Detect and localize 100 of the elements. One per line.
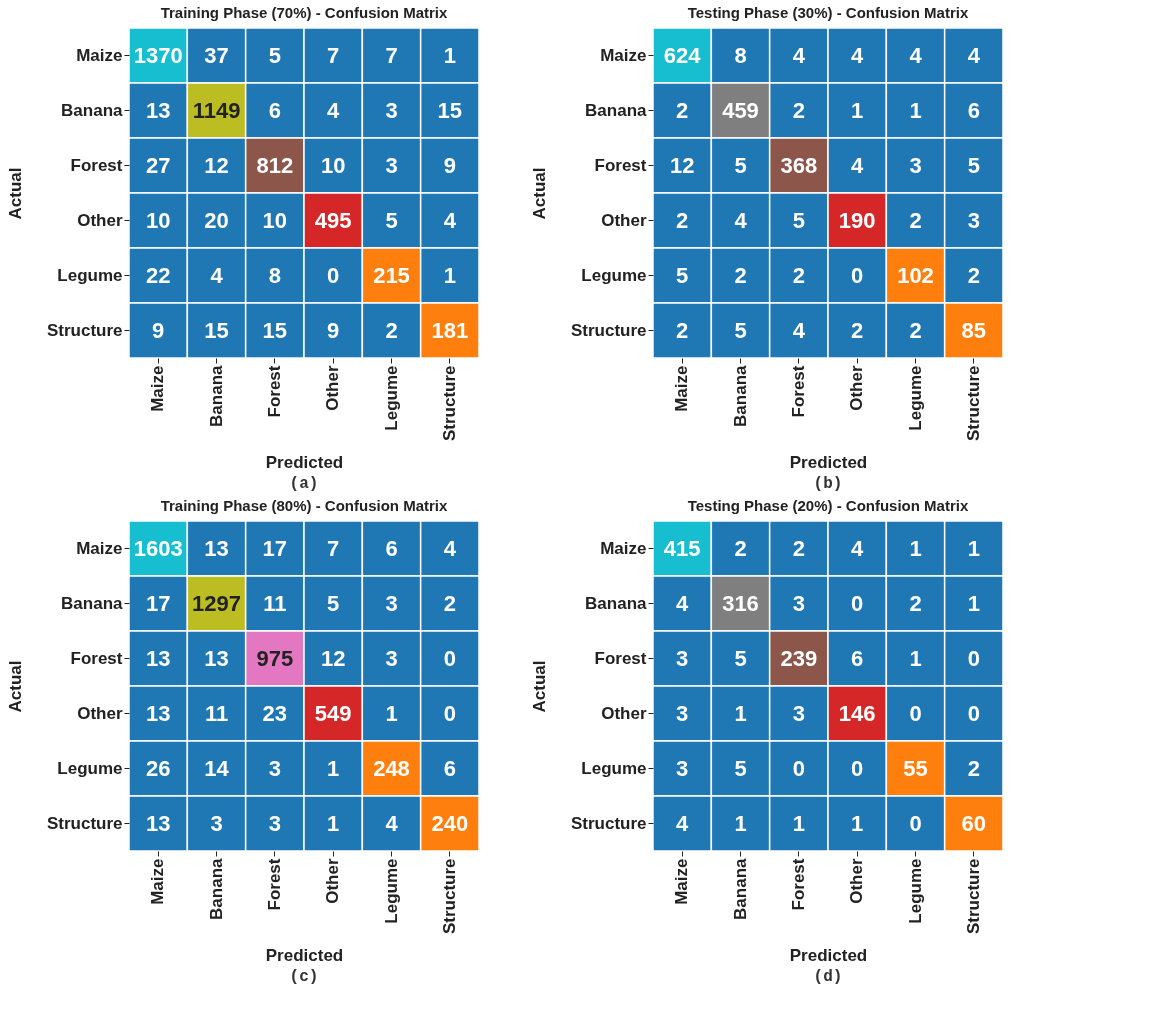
- data-label: 1: [327, 755, 340, 781]
- data-label: 13: [145, 645, 171, 671]
- data-label: 368: [780, 152, 818, 178]
- data-label: 5: [385, 207, 398, 233]
- data-label: 17: [145, 590, 171, 616]
- data-label: 85: [961, 317, 987, 343]
- data-label: 102: [897, 262, 934, 288]
- chart-title: Testing Phase (20%) - Confusion Matrix: [687, 497, 969, 515]
- x-tick-label: Legume: [905, 858, 925, 924]
- x-axis-title: Predicted: [789, 453, 868, 473]
- x-tick-label: Legume: [381, 858, 401, 924]
- data-label: 1603: [133, 535, 183, 561]
- data-label: 495: [314, 207, 352, 233]
- data-label: 23: [262, 700, 288, 726]
- data-label: 4: [676, 810, 690, 836]
- data-label: 4: [792, 317, 806, 343]
- data-label: 5: [734, 645, 747, 671]
- y-tick-label: Structure: [570, 320, 647, 340]
- data-label: 5: [967, 152, 980, 178]
- data-label: 5: [734, 755, 747, 781]
- x-tick-label: Structure: [963, 858, 983, 935]
- data-label: 1: [385, 700, 398, 726]
- data-label: 3: [385, 645, 398, 671]
- y-tick-label: Maize: [76, 45, 123, 65]
- y-tick-label: Other: [77, 703, 123, 723]
- y-tick-label: Banana: [585, 100, 648, 120]
- data-label: 3: [676, 755, 689, 781]
- data-label: 1: [443, 262, 456, 288]
- data-label: 13: [145, 700, 171, 726]
- data-label: 4: [385, 810, 399, 836]
- data-label: 7: [327, 535, 340, 561]
- text: (b): [813, 475, 843, 493]
- data-label: 15: [437, 97, 463, 123]
- data-label: 3: [385, 152, 398, 178]
- data-label: 2: [909, 207, 922, 233]
- data-label: 27: [145, 152, 171, 178]
- data-label: 459: [722, 97, 759, 123]
- data-label: 0: [851, 755, 864, 781]
- data-label: 5: [268, 42, 281, 68]
- data-label: 13: [204, 645, 229, 671]
- data-label: 10: [262, 207, 288, 233]
- x-tick-label: Banana: [206, 857, 226, 920]
- data-label: 13: [204, 535, 229, 561]
- data-label: 2: [909, 317, 922, 343]
- data-label: 0: [851, 590, 864, 616]
- data-label: 10: [145, 207, 171, 233]
- data-label: 1: [851, 810, 864, 836]
- data-label: 10: [320, 152, 346, 178]
- x-tick-label: Forest: [264, 858, 284, 911]
- data-label: 240: [431, 810, 469, 836]
- data-label: 0: [327, 262, 340, 288]
- data-label: 5: [327, 590, 340, 616]
- data-label: 55: [903, 755, 928, 781]
- y-tick-label: Banana: [61, 100, 124, 120]
- y-tick-label: Maize: [600, 45, 647, 65]
- data-label: 3: [967, 207, 980, 233]
- data-label: 1: [734, 810, 747, 836]
- x-tick-label: Other: [323, 365, 343, 411]
- y-tick-label: Banana: [585, 593, 648, 613]
- data-label: 11: [204, 700, 229, 726]
- data-label: 190: [838, 207, 876, 233]
- data-label: 15: [262, 317, 288, 343]
- y-tick-label: Maize: [76, 538, 123, 558]
- data-label: 4: [676, 590, 690, 616]
- y-tick-label: Forest: [70, 648, 123, 668]
- data-label: 2: [734, 535, 747, 561]
- data-label: 239: [780, 645, 818, 671]
- x-tick-label: Structure: [963, 365, 983, 442]
- data-label: 22: [145, 262, 171, 288]
- x-tick-label: Maize: [148, 858, 168, 905]
- y-tick-label: Structure: [46, 320, 123, 340]
- data-label: 14: [204, 755, 230, 781]
- y-tick-label: Structure: [570, 813, 647, 833]
- data-label: 0: [792, 755, 805, 781]
- data-label: 2: [443, 590, 456, 616]
- y-tick-label: Legume: [57, 758, 123, 778]
- data-label: 12: [669, 152, 695, 178]
- data-label: 20: [204, 207, 229, 233]
- data-label: 9: [443, 152, 456, 178]
- data-label: 215: [373, 262, 410, 288]
- data-label: 9: [152, 317, 165, 343]
- data-label: 1: [909, 97, 922, 123]
- data-label: 6: [967, 97, 980, 123]
- data-label: 6: [851, 645, 864, 671]
- data-label: 2: [909, 590, 922, 616]
- data-label: 316: [722, 590, 759, 616]
- data-label: 2: [734, 262, 747, 288]
- data-label: 2: [792, 97, 805, 123]
- data-label: 3: [385, 590, 398, 616]
- y-tick-label: Maize: [600, 538, 647, 558]
- data-label: 0: [909, 810, 922, 836]
- data-label: 4: [792, 42, 806, 68]
- data-label: 1: [851, 97, 864, 123]
- data-label: 2: [676, 207, 689, 233]
- data-label: 7: [327, 42, 340, 68]
- text: (a): [289, 475, 319, 493]
- data-label: 2: [676, 97, 689, 123]
- data-label: 1: [909, 535, 922, 561]
- y-tick-label: Forest: [594, 155, 647, 175]
- x-tick-label: Structure: [439, 365, 459, 442]
